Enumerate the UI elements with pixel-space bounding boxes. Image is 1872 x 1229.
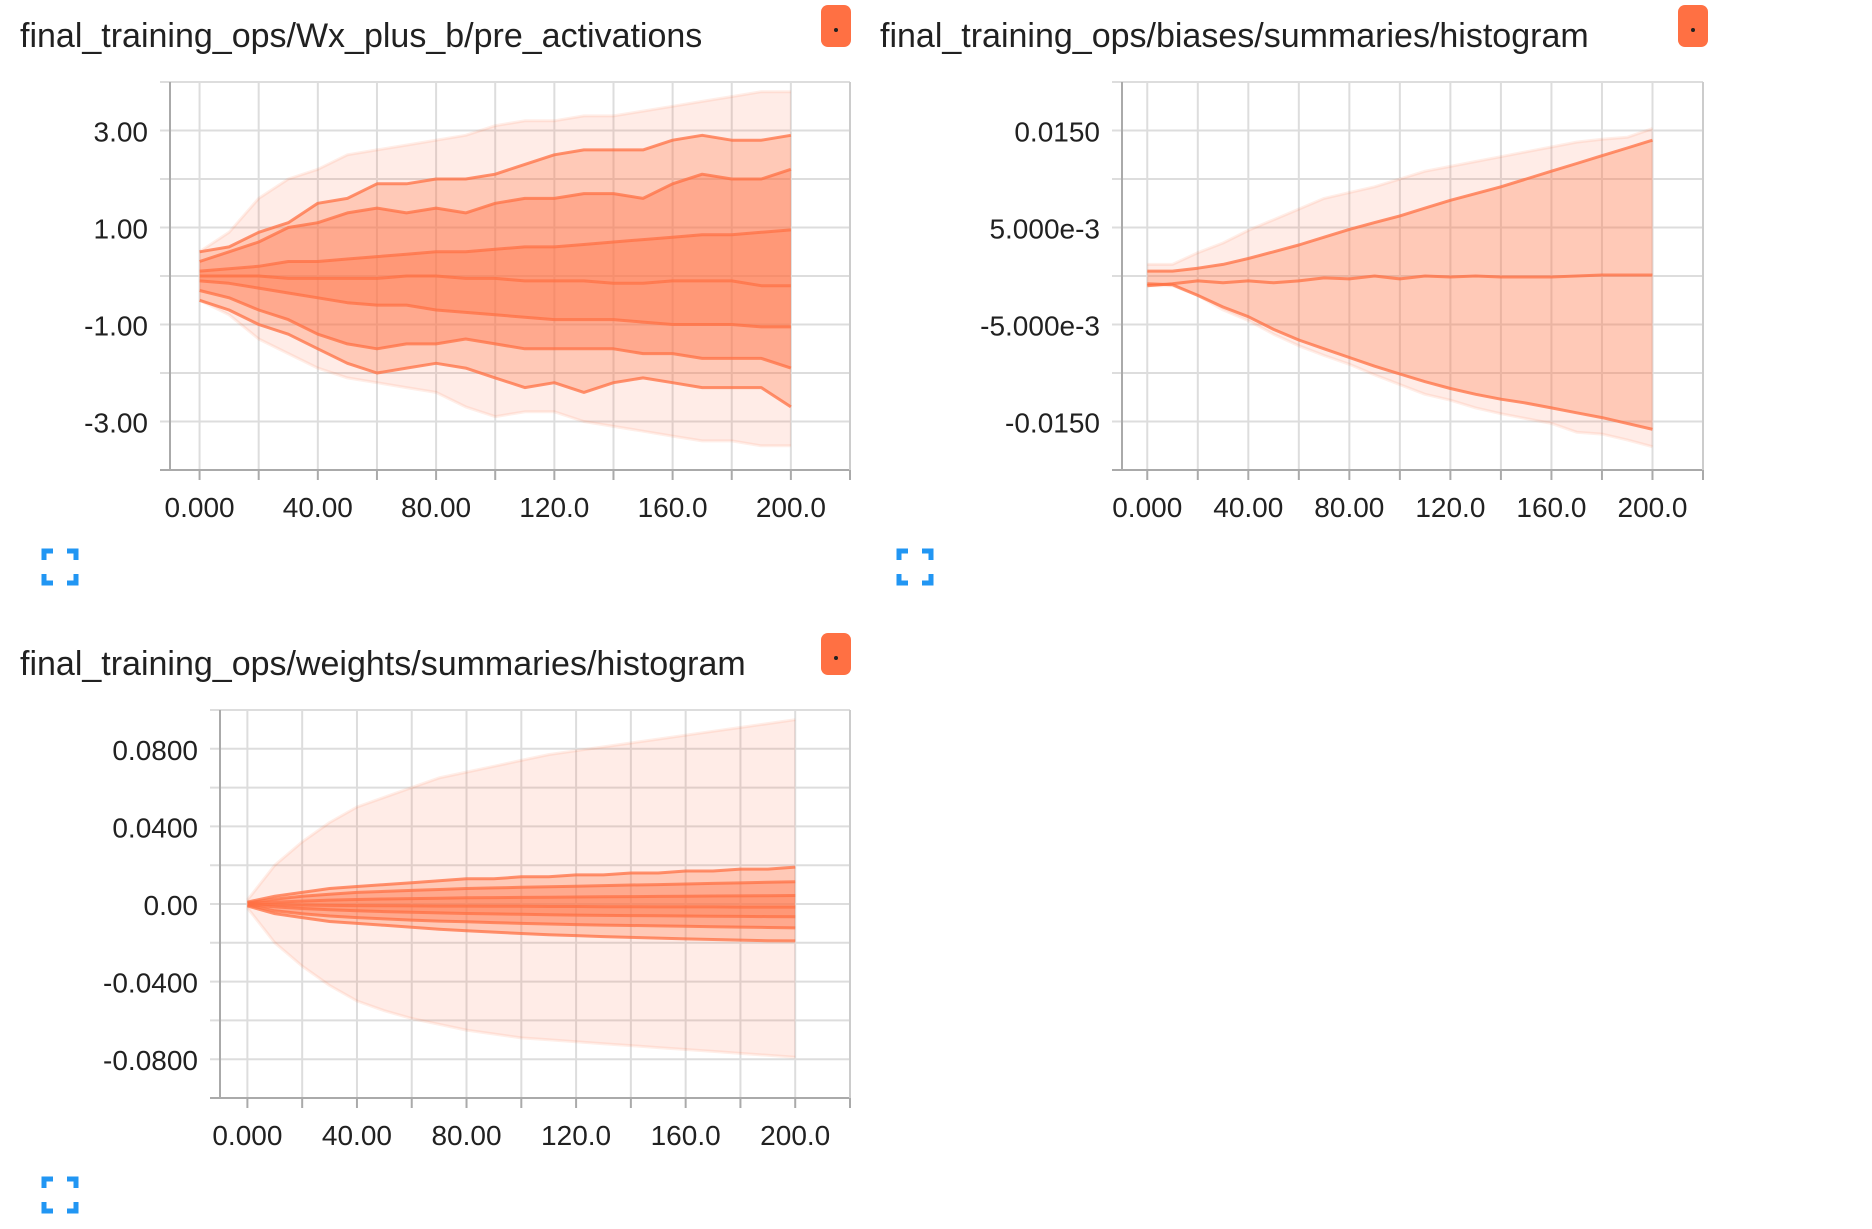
run-color-badge[interactable] bbox=[821, 633, 851, 675]
y-tick-label: -0.0800 bbox=[103, 1045, 198, 1076]
histogram-band bbox=[199, 169, 791, 272]
y-tick-label: 0.00 bbox=[144, 890, 199, 921]
histogram-band bbox=[199, 280, 791, 369]
percentile-line bbox=[247, 902, 796, 909]
histogram-chart: 0.0150 5.000e-3 -5.000e-3 -0.0150 0.000 40.00… bbox=[980, 81, 1704, 523]
y-tick-label: 3.00 bbox=[94, 117, 149, 148]
percentile-line bbox=[199, 228, 792, 273]
x-tick-label: 200.0 bbox=[1617, 492, 1687, 523]
histogram-band bbox=[199, 276, 791, 327]
x-tick-label: 200.0 bbox=[760, 1120, 830, 1151]
x-tick-label: 40.00 bbox=[283, 492, 353, 523]
y-tick-label: 0.0150 bbox=[1014, 117, 1100, 148]
percentile-line bbox=[199, 298, 792, 409]
y-tick-label: -0.0400 bbox=[103, 968, 198, 999]
histogram-band bbox=[1147, 128, 1653, 272]
histogram-band bbox=[199, 300, 791, 446]
y-tick-label: 0.0800 bbox=[112, 735, 198, 766]
percentile-line bbox=[199, 289, 792, 370]
x-tick-label: 80.00 bbox=[401, 492, 471, 523]
y-tick-label: 0.0400 bbox=[112, 812, 198, 843]
x-tick-label: 160.0 bbox=[638, 492, 708, 523]
chart-card: final_training_ops/weights/summaries/his… bbox=[0, 628, 860, 1228]
histogram-band bbox=[247, 905, 796, 1058]
histogram-chart: 3.00 1.00 -1.00 -3.00 0.000 40.00 80.00 120.0 16… bbox=[84, 81, 851, 523]
percentile-line bbox=[199, 133, 792, 254]
percentile-line bbox=[246, 904, 796, 943]
histogram-band bbox=[1147, 275, 1653, 430]
chart-title: final_training_ops/biases/summaries/hist… bbox=[880, 17, 1589, 55]
histogram-band bbox=[247, 904, 796, 928]
histogram-band bbox=[199, 135, 791, 262]
expand-fullscreen-icon[interactable] bbox=[41, 1176, 79, 1214]
run-color-badge[interactable] bbox=[1678, 5, 1708, 47]
x-tick-label: 40.00 bbox=[1213, 492, 1283, 523]
percentile-line bbox=[1147, 284, 1653, 449]
percentile-line bbox=[199, 274, 791, 288]
y-tick-label: -3.00 bbox=[84, 408, 148, 439]
x-tick-label: 120.0 bbox=[541, 1120, 611, 1151]
histogram-band bbox=[199, 229, 791, 286]
y-tick-label: -0.0150 bbox=[1005, 408, 1100, 439]
x-tick-label: 0.000 bbox=[1112, 492, 1182, 523]
histogram-band bbox=[247, 867, 796, 903]
histogram-band bbox=[247, 719, 796, 903]
chart-card: final_training_ops/Wx_plus_b/pre_activat… bbox=[0, 0, 860, 600]
chart-card: final_training_ops/biases/summaries/hist… bbox=[860, 0, 1720, 600]
percentile-line bbox=[247, 865, 796, 904]
histogram-band bbox=[247, 895, 796, 908]
chart-title: final_training_ops/weights/summaries/his… bbox=[20, 645, 746, 683]
x-tick-label: 160.0 bbox=[651, 1120, 721, 1151]
y-tick-label: 5.000e-3 bbox=[989, 214, 1100, 245]
percentile-line bbox=[198, 298, 791, 448]
y-tick-label: -1.00 bbox=[84, 311, 148, 342]
percentile-line bbox=[1147, 138, 1653, 273]
x-tick-label: 80.00 bbox=[1314, 492, 1384, 523]
x-tick-label: 120.0 bbox=[1415, 492, 1485, 523]
expand-fullscreen-icon[interactable] bbox=[41, 548, 79, 586]
percentile-line bbox=[247, 894, 796, 905]
y-tick-label: 1.00 bbox=[94, 214, 149, 245]
percentile-line bbox=[247, 903, 796, 930]
x-tick-label: 0.000 bbox=[212, 1120, 282, 1151]
x-tick-label: 160.0 bbox=[1516, 492, 1586, 523]
y-tick-label: -5.000e-3 bbox=[980, 311, 1100, 342]
percentile-line bbox=[246, 718, 796, 902]
x-tick-label: 0.000 bbox=[165, 492, 235, 523]
histogram-band bbox=[1147, 283, 1653, 447]
histogram-band bbox=[1147, 140, 1653, 286]
run-color-badge[interactable] bbox=[821, 5, 851, 47]
percentile-line bbox=[199, 279, 791, 329]
x-tick-label: 120.0 bbox=[519, 492, 589, 523]
x-tick-label: 40.00 bbox=[322, 1120, 392, 1151]
percentile-line bbox=[1147, 273, 1653, 288]
percentile-line bbox=[247, 903, 796, 919]
percentile-line bbox=[1147, 282, 1653, 431]
histogram-band bbox=[199, 91, 791, 252]
expand-fullscreen-icon[interactable] bbox=[896, 548, 934, 586]
histogram-chart: 0.0800 0.0400 0.00 -0.0400 -0.0800 0.000 40.00… bbox=[103, 709, 851, 1151]
percentile-line bbox=[198, 90, 791, 254]
x-tick-label: 200.0 bbox=[756, 492, 826, 523]
percentile-line bbox=[199, 167, 792, 263]
x-tick-label: 80.00 bbox=[431, 1120, 501, 1151]
percentile-line bbox=[246, 906, 796, 1059]
chart-title: final_training_ops/Wx_plus_b/pre_activat… bbox=[20, 17, 703, 55]
percentile-line bbox=[247, 880, 796, 905]
percentile-line bbox=[1147, 127, 1653, 266]
histogram-band bbox=[247, 905, 796, 941]
